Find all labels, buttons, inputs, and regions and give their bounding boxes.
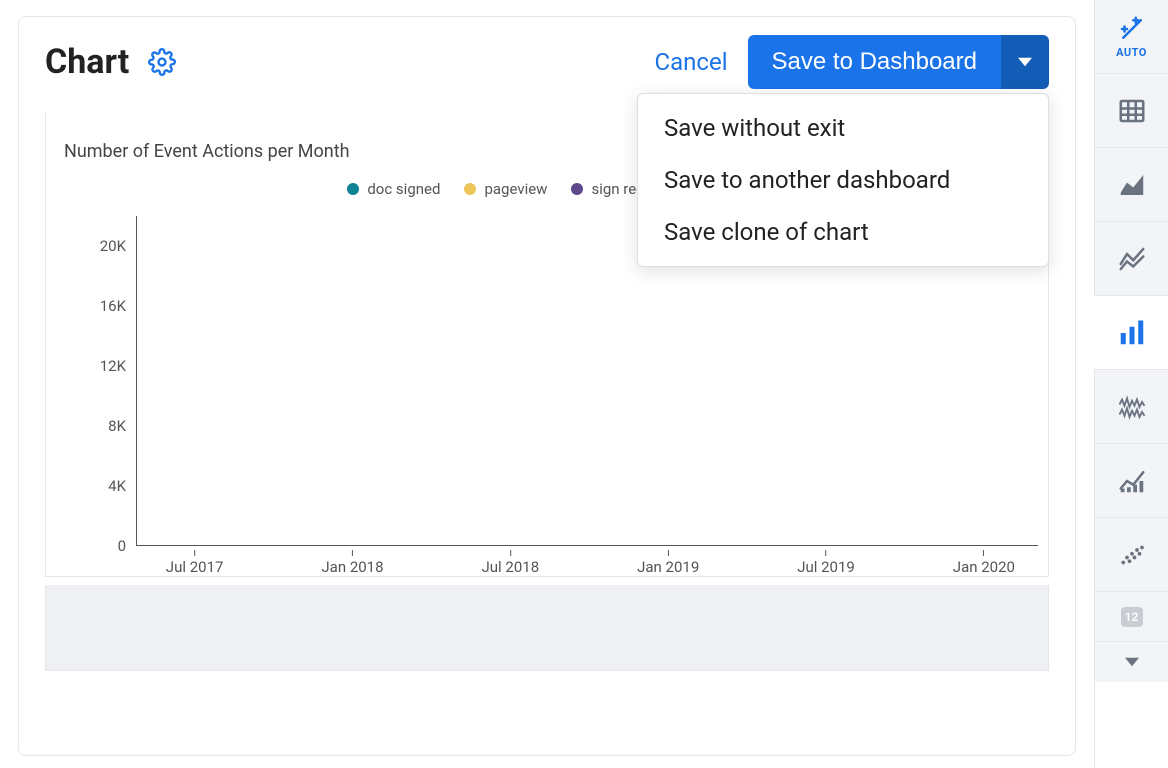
x-tick-label: Jul 2018 — [482, 550, 540, 576]
trend-icon — [1117, 466, 1147, 496]
save-button-group: Save to Dashboard Save without exit Save… — [748, 35, 1049, 89]
y-axis: 04K8K12K16K20K — [56, 216, 136, 546]
save-to-dashboard-button[interactable]: Save to Dashboard — [748, 35, 1001, 89]
x-tick-label: Jul 2017 — [166, 550, 224, 576]
scatter-icon — [1117, 540, 1147, 570]
table-icon — [1117, 96, 1147, 126]
y-tick-label: 0 — [118, 537, 126, 555]
legend-item[interactable]: pageview — [464, 180, 547, 198]
gear-icon — [148, 48, 176, 76]
settings-button[interactable] — [147, 47, 177, 77]
legend-swatch — [464, 183, 476, 195]
y-tick-label: 20K — [100, 237, 126, 255]
bar-chart-icon — [1117, 318, 1147, 348]
x-axis: Jul 2017 Jan 2018 Jul 2018 Jan 2019 Jul 2019… — [136, 550, 1038, 576]
chart-type-sparkline[interactable] — [1095, 370, 1168, 444]
save-without-exit-item[interactable]: Save without exit — [638, 102, 1048, 154]
chevron-down-icon — [1125, 657, 1139, 667]
save-dropdown-toggle[interactable] — [1001, 35, 1049, 89]
chart-type-sidebar: AUTO 12 — [1094, 0, 1168, 768]
y-tick-label: 8K — [108, 417, 126, 435]
badge-count: 12 — [1121, 607, 1143, 627]
x-tick-label: Jul 2019 — [797, 550, 855, 576]
save-clone-of-chart-item[interactable]: Save clone of chart — [638, 206, 1048, 258]
chart-type-table[interactable] — [1095, 74, 1168, 148]
legend-item[interactable]: doc signed — [347, 180, 440, 198]
y-tick-label: 16K — [100, 297, 126, 315]
page-title: Chart — [45, 42, 129, 82]
y-tick-label: 12K — [100, 357, 126, 375]
y-tick-label: 4K — [108, 477, 126, 495]
auto-label: AUTO — [1116, 46, 1147, 59]
chart-type-bar[interactable] — [1095, 296, 1168, 370]
save-to-another-dashboard-item[interactable]: Save to another dashboard — [638, 154, 1048, 206]
sidebar-badge[interactable]: 12 — [1095, 592, 1168, 642]
x-tick-label: Jan 2020 — [953, 550, 1015, 576]
sidebar-scroll-down[interactable] — [1095, 642, 1168, 682]
chart-type-scatter[interactable] — [1095, 518, 1168, 592]
caret-down-icon — [1018, 55, 1032, 69]
line-multi-icon — [1117, 244, 1147, 274]
sparkline-icon — [1117, 392, 1147, 422]
area-chart-icon — [1117, 170, 1147, 200]
legend-label: doc signed — [367, 180, 440, 198]
chart-type-auto[interactable]: AUTO — [1095, 0, 1168, 74]
magic-wand-icon — [1117, 14, 1147, 44]
legend-label: pageview — [484, 180, 547, 198]
chart-type-trend[interactable] — [1095, 444, 1168, 518]
legend-swatch — [347, 183, 359, 195]
save-dropdown: Save without exit Save to another dashbo… — [637, 93, 1049, 267]
chart-card: Chart Cancel Save to Dashboard Save with… — [18, 16, 1076, 756]
chart-type-line-multi[interactable] — [1095, 222, 1168, 296]
legend-swatch — [571, 183, 583, 195]
x-tick-label: Jan 2019 — [637, 550, 699, 576]
chart-type-area[interactable] — [1095, 148, 1168, 222]
x-tick-label: Jan 2018 — [321, 550, 383, 576]
footer-strip — [45, 585, 1049, 671]
cancel-link[interactable]: Cancel — [654, 48, 727, 76]
